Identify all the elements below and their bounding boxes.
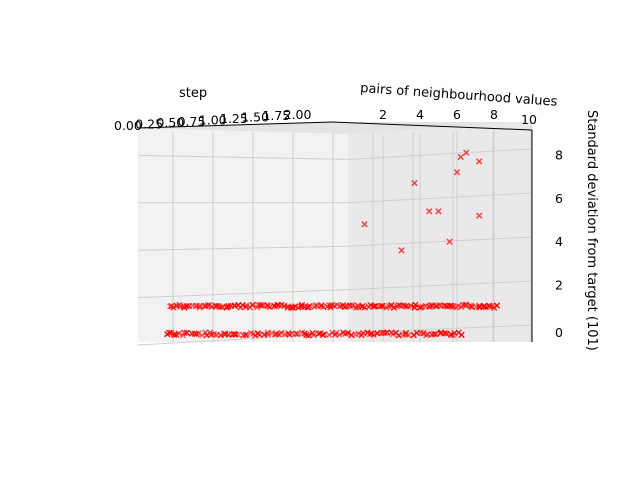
data-point	[204, 302, 212, 309]
data-point	[476, 158, 483, 165]
data-point	[411, 179, 418, 187]
data-point	[266, 303, 274, 311]
data-point	[183, 329, 191, 336]
data-point	[458, 331, 465, 339]
data-point	[217, 332, 224, 339]
x-tick-label: 0.50	[156, 115, 184, 130]
data-point	[463, 149, 470, 156]
data-point	[349, 302, 356, 309]
y-axis-line	[331, 121, 533, 131]
data-point	[306, 302, 313, 310]
data-point	[405, 331, 412, 339]
data-point	[181, 329, 188, 336]
data-point	[441, 330, 448, 337]
x-axis-label: step	[179, 86, 207, 101]
data-point	[315, 330, 323, 337]
data-point	[195, 330, 202, 337]
x-tick-label: 2.00	[284, 107, 312, 122]
y-axis-label: pairs of neighbourhood values	[360, 81, 558, 110]
data-point	[361, 221, 368, 228]
data-point	[370, 303, 378, 310]
data-point	[427, 301, 435, 309]
data-point	[216, 303, 224, 311]
x-tick-label: 0.75	[178, 114, 206, 129]
data-point	[294, 330, 301, 338]
data-point	[443, 330, 450, 337]
data-point	[166, 329, 173, 337]
data-point	[430, 330, 438, 338]
data-point	[370, 331, 377, 339]
x-tick-label: 0.00	[114, 118, 142, 133]
data-point	[249, 301, 256, 309]
data-point	[457, 153, 464, 161]
data-point	[170, 304, 177, 311]
data-point	[407, 302, 414, 309]
data-point	[412, 301, 419, 309]
x-tick-label: 1.00	[199, 112, 227, 127]
data-point	[278, 329, 285, 337]
data-point	[486, 302, 494, 310]
y-tick-label: 8	[490, 107, 498, 122]
grid-line-z	[347, 192, 533, 204]
data-point	[447, 331, 455, 339]
data-point	[493, 302, 501, 309]
data-point	[341, 303, 349, 311]
data-point	[175, 330, 182, 337]
grid-line-z	[347, 148, 533, 160]
data-point	[310, 331, 317, 339]
z-axis-label: Standard deviation from target (101)	[584, 110, 599, 351]
y-tick-label: 4	[416, 107, 424, 122]
data-points	[164, 149, 501, 339]
data-point	[183, 302, 190, 310]
z-tick-label: 6	[555, 191, 563, 206]
data-point	[292, 330, 299, 337]
x-tick-label: 1.50	[241, 110, 269, 125]
data-point	[379, 302, 386, 310]
y-tick-label: 10	[521, 112, 537, 127]
data-point	[235, 331, 242, 338]
x-tick-label: 1.25	[220, 111, 248, 126]
tick-labels: 0.000.250.500.751.001.251.501.752.00 2 4 6 8…	[114, 107, 563, 340]
data-point	[333, 301, 340, 309]
z-tick-label: 2	[555, 278, 563, 293]
y-tick-label: 2	[379, 107, 387, 122]
data-point	[312, 302, 320, 309]
y-tick-label: 6	[453, 107, 461, 122]
data-point	[432, 330, 439, 338]
x-tick-label: 1.75	[262, 108, 290, 123]
data-point	[170, 331, 178, 339]
data-point	[321, 330, 328, 338]
data-point	[398, 247, 405, 254]
axis-lines	[137, 121, 533, 342]
grid-line-z	[347, 280, 533, 291]
data-point	[367, 302, 374, 309]
data-point	[336, 331, 343, 338]
data-point	[426, 208, 433, 215]
data-point	[333, 329, 340, 337]
z-tick-label: 4	[555, 234, 563, 249]
data-point	[264, 331, 271, 338]
data-point	[453, 169, 461, 176]
data-point	[258, 302, 265, 309]
z-tick-label: 8	[555, 147, 563, 162]
data-point	[243, 331, 251, 338]
data-point	[256, 331, 263, 338]
data-point	[344, 329, 352, 337]
data-point	[476, 212, 483, 219]
data-point	[446, 238, 453, 245]
data-point	[242, 302, 250, 309]
x-axis-line	[137, 121, 333, 129]
data-point	[435, 208, 442, 215]
grid-line-z	[347, 236, 533, 247]
x-tick-label: 0.25	[135, 117, 163, 132]
z-tick-label: 0	[555, 325, 563, 340]
data-point	[196, 304, 203, 311]
